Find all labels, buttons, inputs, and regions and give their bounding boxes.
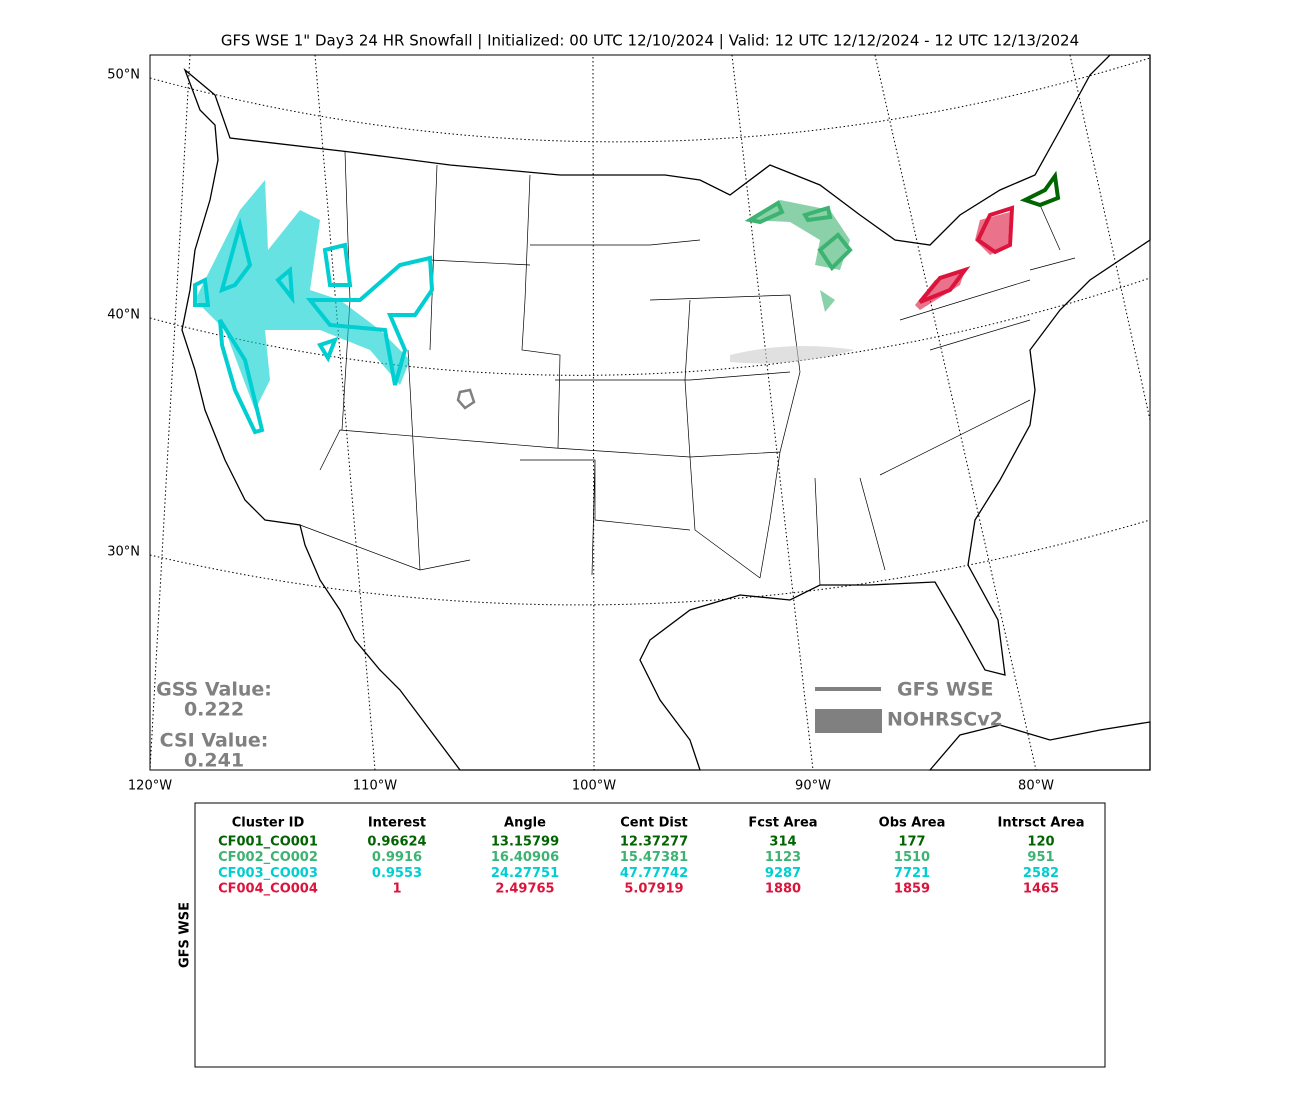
- table-header: Interest: [368, 816, 426, 831]
- table-cell: 15.47381: [620, 850, 688, 865]
- table-cell: 0.9553: [372, 866, 422, 881]
- land-outline: [181, 54, 1151, 771]
- table-cell: 1: [392, 882, 401, 897]
- score-value: 0.222: [184, 699, 244, 721]
- legend-label: NOHRSCv2: [887, 709, 1003, 731]
- table-frame: [194, 802, 1106, 1068]
- score-label: GSS Value:: [156, 679, 272, 701]
- lon-label: 120°W: [128, 779, 172, 794]
- table-cell: CF004_CO004: [218, 882, 318, 897]
- graticule: [149, 54, 1151, 771]
- lon-label: 80°W: [1018, 779, 1054, 794]
- table-side-label: GFS WSE: [178, 902, 193, 968]
- table-cell: 1123: [765, 850, 801, 865]
- lat-label: 30°N: [107, 545, 140, 560]
- fcst-darkgreen: [1019, 170, 1061, 208]
- obs-cyan: [195, 180, 410, 410]
- table-cell: 951: [1027, 850, 1054, 865]
- lon-label: 100°W: [572, 779, 616, 794]
- fcst-green: [744, 200, 853, 272]
- table-cell: 16.40906: [491, 850, 559, 865]
- obs-red: [915, 212, 1010, 310]
- table-header: Fcst Area: [748, 816, 817, 831]
- lat-label: 50°N: [107, 68, 140, 83]
- score-value: 0.241: [184, 750, 244, 772]
- fcst-areas: [193, 170, 1061, 435]
- legend-fill-swatch: [815, 709, 882, 733]
- table-cell: 13.15799: [491, 835, 559, 850]
- fcst-cyan-dots: [218, 256, 434, 434]
- table-cell: 1465: [1023, 882, 1059, 897]
- obs-green: [750, 200, 850, 312]
- table-cell: CF001_CO001: [218, 835, 318, 850]
- obs-gray: [730, 346, 855, 364]
- table-cell: CF003_CO003: [218, 866, 318, 881]
- table-cell: 24.27751: [491, 866, 559, 881]
- table-header: Obs Area: [879, 816, 946, 831]
- table-header: Angle: [504, 816, 546, 831]
- table-cell: 314: [769, 835, 796, 850]
- table-cell: 0.9916: [372, 850, 422, 865]
- map-frame: [149, 54, 1151, 771]
- lon-label: 110°W: [353, 779, 397, 794]
- table-cell: 1510: [894, 850, 930, 865]
- fcst-gray: [456, 388, 476, 410]
- lat-label: 40°N: [107, 308, 140, 323]
- table-cell: 47.77742: [620, 866, 688, 881]
- table-cell: 0.96624: [367, 835, 426, 850]
- map: GFS WSE NOHRSCv2 GSS Value: 0.222 CSI Va…: [149, 54, 1151, 772]
- table-header: Cluster ID: [232, 816, 305, 831]
- table-cell: 120: [1027, 835, 1054, 850]
- title: GFS WSE 1" Day3 24 HR Snowfall | Initial…: [221, 32, 1079, 50]
- obs-areas: [195, 180, 1010, 410]
- parallel: [149, 277, 1151, 376]
- fcst-red: [918, 205, 1015, 304]
- score-label: CSI Value:: [160, 730, 269, 752]
- table-cell: 177: [898, 835, 925, 850]
- meridian: [149, 54, 191, 771]
- table-cell: 2.49765: [495, 882, 554, 897]
- table-cell: 2582: [1023, 866, 1059, 881]
- table-cell: 1880: [765, 882, 801, 897]
- table-cell: 7721: [894, 866, 930, 881]
- table-cell: CF002_CO002: [218, 850, 318, 865]
- table-cell: 9287: [765, 866, 801, 881]
- legend-label: GFS WSE: [897, 679, 994, 701]
- table-cell: 1859: [894, 882, 930, 897]
- table-cell: 5.07919: [624, 882, 683, 897]
- table-cell: 12.37277: [620, 835, 688, 850]
- table-header: Intrsct Area: [998, 816, 1085, 831]
- lon-label: 90°W: [795, 779, 831, 794]
- table-header: Cent Dist: [620, 816, 688, 831]
